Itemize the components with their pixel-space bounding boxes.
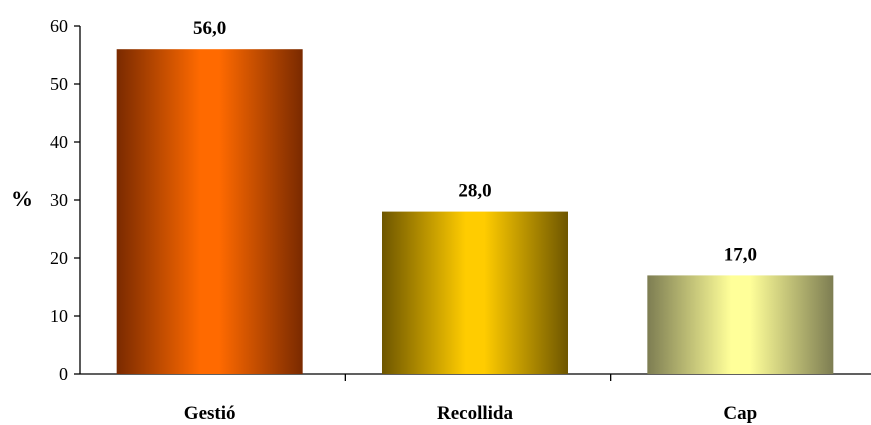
data-label: 17,0: [724, 244, 757, 265]
y-tick-label: 40: [50, 132, 68, 152]
bar-1: [116, 49, 303, 374]
y-tick-label: 20: [50, 248, 68, 268]
bar-2: [382, 211, 568, 374]
bars: 56,0 28,0 17,0: [116, 18, 834, 374]
x-axis: Gestió Recollida Cap: [80, 373, 871, 424]
y-tick-label: 0: [59, 364, 68, 384]
category-label: Cap: [723, 403, 757, 424]
y-tick-label: 10: [50, 306, 68, 326]
category-label: Gestió: [184, 403, 236, 424]
y-tick-label: 50: [50, 74, 68, 94]
bar-3: [647, 275, 834, 374]
category-label: Recollida: [437, 403, 513, 424]
y-axis: 0 10 20 30 40 50 60: [50, 16, 81, 384]
y-tick-label: 30: [50, 190, 68, 210]
y-axis-title: %: [11, 186, 33, 211]
y-tick-label: 60: [50, 16, 68, 36]
data-label: 56,0: [193, 18, 226, 39]
data-label: 28,0: [458, 181, 491, 202]
